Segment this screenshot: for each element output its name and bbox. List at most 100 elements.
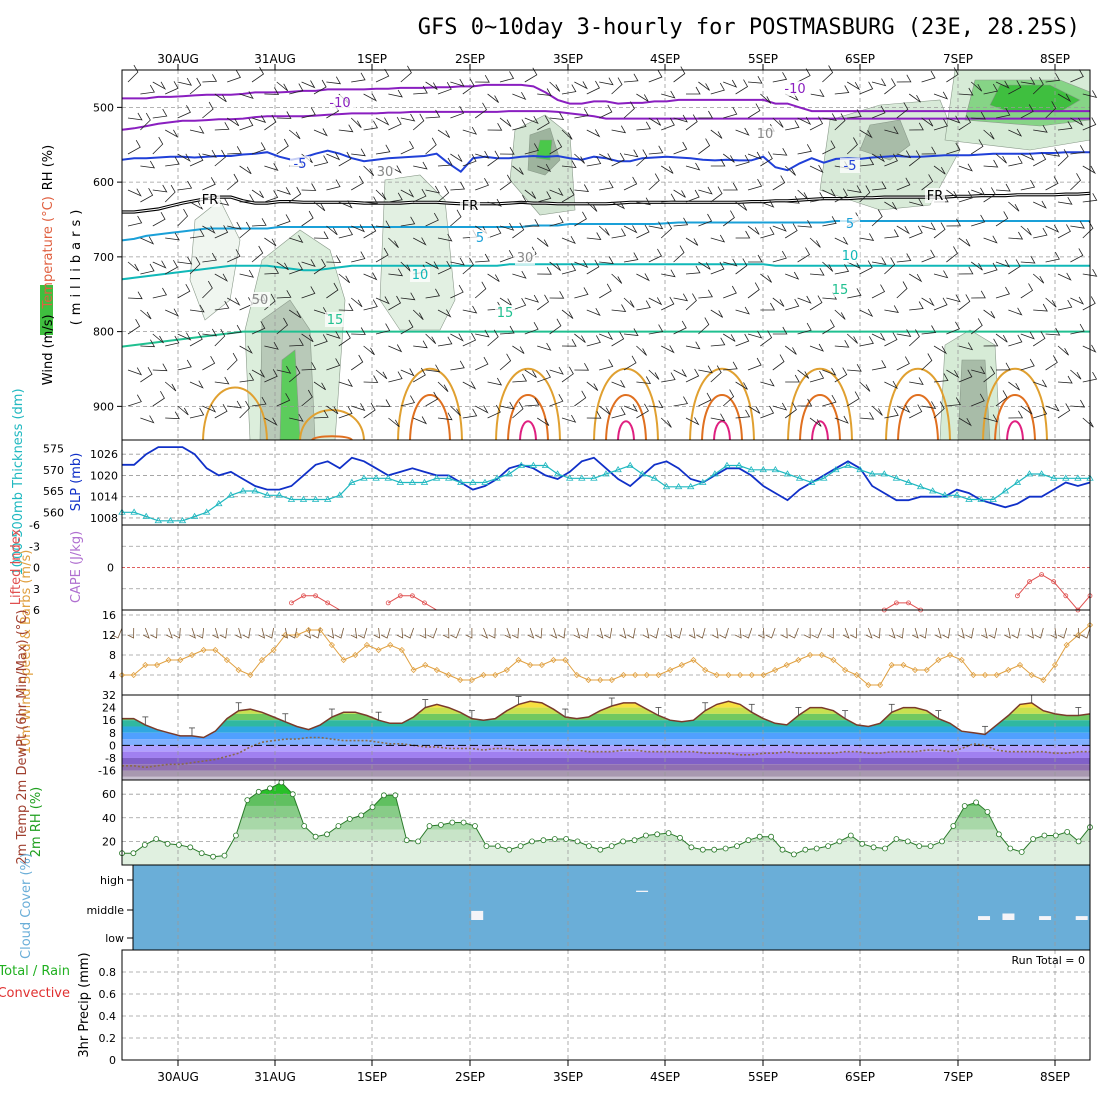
wind-barb-ua [152,81,167,90]
wind-barb-ua [413,161,428,170]
wind10m-barb [804,627,811,639]
wind-barb-ua [487,198,502,207]
rh2m-point [734,843,740,849]
wind-barb-ua [450,78,465,87]
wind-barb-ua [363,93,378,102]
thickness-point [795,474,804,481]
wind-barb-ua [239,91,254,99]
wind-barb-ua [214,149,227,167]
wind-barb-ua [289,235,304,243]
wind-barb-ua [673,114,688,123]
wind-barb-ua [1032,77,1044,95]
thickness-point [638,470,647,477]
ytick-label-wind-12: 12 [102,629,116,642]
wind10m-barb [1050,627,1057,639]
wind-barb-ua [983,414,998,423]
wind10m-barb [865,627,873,639]
wind-barb-ua [524,369,537,378]
wind-barb-ua [1020,283,1034,299]
rh2m-point [996,831,1002,838]
wind-barb-ua [239,194,255,203]
ylabel-thk: 1000-500mb Thickness (dm) [11,388,26,575]
date-label-top-6SEP: 6SEP [845,52,875,66]
wind-barb-ua [512,373,528,383]
wind-barb-ua [1008,381,1021,391]
rh2m-point [1052,832,1059,839]
wind10m-point [1005,666,1012,674]
wind-barb-ua [425,288,441,299]
wind-barb-ua [785,196,800,204]
thickness-point [928,487,937,494]
wind-barb-ua [710,309,724,318]
date-label-bottom-8SEP: 8SEP [1040,1070,1070,1084]
wind-barb-ua [933,91,949,100]
rh2m-point [267,785,273,792]
wind-barb-ua [450,181,466,191]
wind-barb-ua [971,214,986,227]
wind-barb-ua [499,174,512,191]
wind-barb-ua [251,321,266,335]
thickness-point [469,478,477,485]
wind-barb-ua [487,93,499,103]
wind-barb-ua [239,345,253,354]
wind10m-point [725,671,732,679]
wind-barb-ua [350,117,362,128]
wind-barb-ua [661,372,676,383]
wind10m-point [305,626,312,634]
thickness-point [614,465,622,473]
wind-barb-ua [921,70,936,83]
wind10m-point [445,671,452,679]
wind-barb-ua [797,116,812,126]
thickness-point [699,478,707,485]
wind10m-barb [311,627,321,639]
wind-barb-ua [921,353,933,371]
wind-barb-ua [214,328,226,347]
wind-barb-ua [958,369,973,383]
wind-barb-ua [723,79,738,88]
ytick-label-ua-900: 900 [93,400,114,413]
wind10m-barb [288,627,298,639]
wind-barb-ua [1020,179,1036,191]
wind-barb-ua [189,380,204,389]
wind-barb-ua [909,225,923,239]
cloud-level-high: high [100,874,124,887]
wind-barb-ua [425,212,439,227]
wind-barb-ua [487,273,500,282]
wind-barb-ua [437,82,452,95]
ylabel-precip-group: 3hr Precip (mm) [77,952,92,1057]
wind10m-point [737,671,744,679]
wind-barb-ua [760,151,773,167]
wind-barb-ua [251,369,266,378]
ytick-label-rh-40: 40 [102,812,116,825]
wind-barb-ua [1008,80,1022,95]
li-point [906,600,911,606]
wind10m-point [387,641,394,649]
wind-barb-ua [127,291,143,300]
wind10m-point [772,666,779,674]
wind10m-barb [734,627,742,639]
ytick-label-temp-24: 24 [102,702,116,715]
ylabel-temp: 2m Temp 2m DewPt (6hr Min/Max) (°C) [15,610,30,865]
wind-barb-ua [847,288,862,299]
wind10m-barb [404,627,414,639]
thickness-point [759,465,768,473]
wind-barb-ua [351,224,366,233]
ylabel-rh: 2m RH (%) [29,787,44,858]
frame-layer [117,64,1091,1066]
wind-barb-ua [1033,200,1047,209]
wind-barb-ua [462,332,477,347]
wind-barb-ua [276,81,289,92]
wind-barb-ua [636,300,651,311]
wind-barb-ua [338,273,351,284]
wind10m-point [678,661,685,669]
wind-barb-ua [586,232,602,240]
rh2m-point [756,833,763,840]
wind-barb-ua [871,332,886,342]
thickness-point [662,482,671,490]
cloud-bar-3 [1002,913,1015,920]
wind-barb-ua [326,405,339,415]
wind10m-point [911,666,919,674]
contour-label-10: 10 [842,249,859,264]
wind-barb-ua [908,93,921,103]
contour-label-bg [410,267,430,282]
